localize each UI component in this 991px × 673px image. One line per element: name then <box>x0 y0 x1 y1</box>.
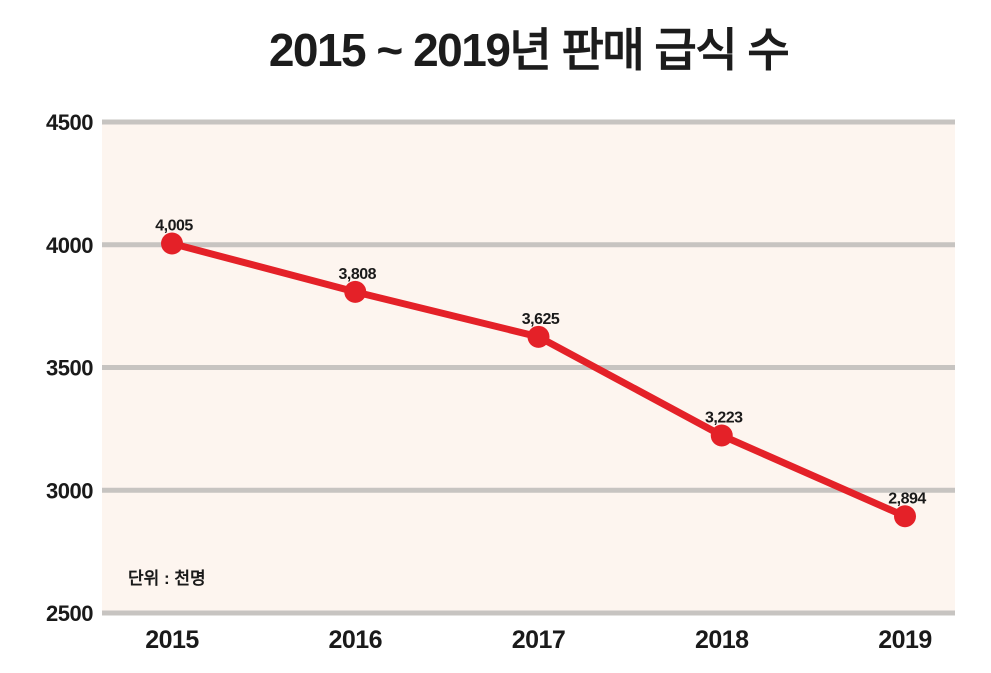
y-axis-tick-label: 4500 <box>46 110 93 135</box>
unit-label: 단위 : 천명 <box>128 569 206 588</box>
data-point-2016 <box>344 280 367 303</box>
data-point-label: 4,005 <box>155 218 193 235</box>
x-axis-tick-label: 2019 <box>878 626 932 654</box>
data-point-label: 3,625 <box>522 311 560 328</box>
data-point-label: 2,894 <box>888 490 926 507</box>
data-point-2017 <box>527 325 550 348</box>
x-axis-tick-label: 2017 <box>512 626 566 654</box>
x-axis-tick-label: 2015 <box>145 626 199 654</box>
y-axis-tick-label: 2500 <box>46 601 93 626</box>
y-axis-tick-label: 4000 <box>46 233 93 258</box>
chart-title: 2015 ~ 2019년 판매 급식 수 <box>268 24 790 76</box>
x-axis-tick-label: 2018 <box>695 626 749 654</box>
data-point-2015 <box>161 232 183 255</box>
y-axis-tick-label: 3000 <box>46 478 93 503</box>
data-point-2019 <box>894 505 916 528</box>
x-axis-tick-label: 2016 <box>328 626 382 654</box>
data-point-2018 <box>710 424 733 447</box>
data-point-label: 3,808 <box>338 266 376 283</box>
data-point-label: 3,223 <box>705 410 743 427</box>
y-axis-tick-label: 3500 <box>46 356 93 381</box>
